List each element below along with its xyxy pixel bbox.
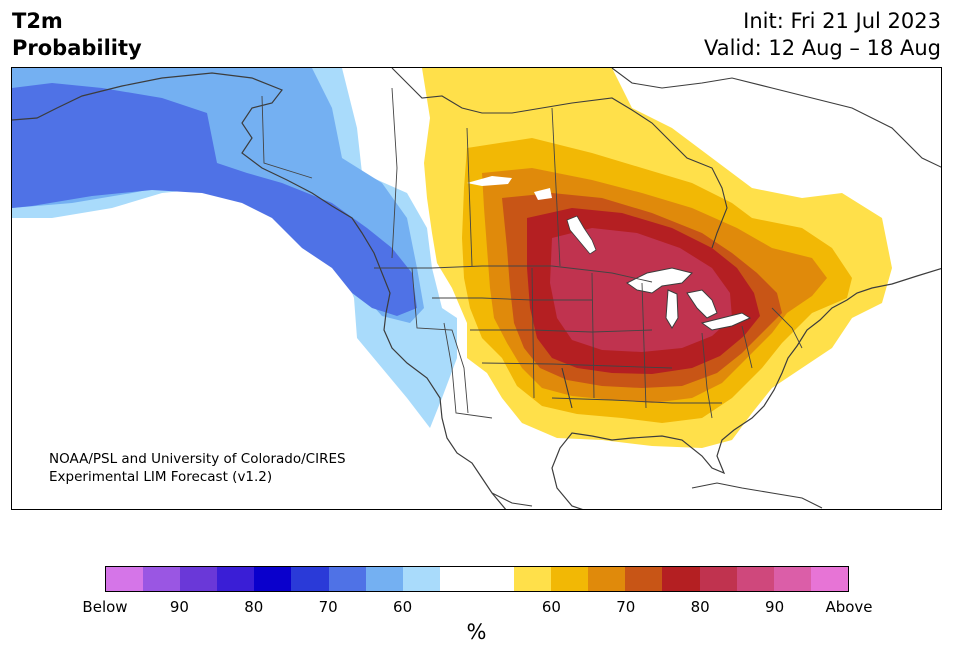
- colorbar-tick-label: 60: [393, 598, 413, 616]
- colorbar-segment: [514, 567, 552, 591]
- probability-colorbar: [105, 566, 849, 592]
- colorbar-segment: [625, 567, 663, 591]
- colorbar-tick-label: 80: [690, 598, 710, 616]
- colorbar-unit: %: [466, 620, 487, 644]
- colorbar-segment: [588, 567, 626, 591]
- colorbar-segment: [143, 567, 181, 591]
- colorbar-tick-label: Above: [825, 598, 873, 616]
- colorbar-segment: [810, 567, 848, 591]
- map-credit: NOAA/PSL and University of Colorado/CIRE…: [49, 450, 346, 486]
- colorbar-segment: [439, 567, 477, 591]
- coastline: [12, 72, 507, 509]
- credit-line-1: NOAA/PSL and University of Colorado/CIRE…: [49, 451, 346, 467]
- valid-range: Valid: 12 Aug – 18 Aug: [703, 36, 941, 60]
- colorbar-segment: [328, 567, 366, 591]
- title-line-1: T2m: [12, 9, 63, 33]
- init-date: Init: Fri 21 Jul 2023: [743, 9, 941, 33]
- probability-map: NOAA/PSL and University of Colorado/CIRE…: [11, 67, 942, 510]
- colorbar-tick-label: 70: [616, 598, 636, 616]
- colorbar-segment: [551, 567, 589, 591]
- colorbar-segment: [736, 567, 774, 591]
- colorbar-segment: [365, 567, 403, 591]
- coastline-north: [391, 68, 941, 249]
- lake-winnipeg: [566, 215, 597, 255]
- colorbar-tick-label: 60: [541, 598, 561, 616]
- credit-line-2: Experimental LIM Forecast (v1.2): [49, 469, 273, 485]
- hudson-bay-patch: [467, 176, 552, 200]
- below-80-band: [12, 83, 417, 316]
- map-title: T2m Probability: [12, 8, 142, 62]
- colorbar-segment: [699, 567, 737, 591]
- map-canvas: [12, 68, 941, 509]
- colorbar-segment: [254, 567, 292, 591]
- title-line-2: Probability: [12, 36, 142, 60]
- colorbar-tick-label: 90: [765, 598, 785, 616]
- forecast-dates: Init: Fri 21 Jul 2023 Valid: 12 Aug – 18…: [704, 8, 941, 62]
- colorbar-segment: [662, 567, 700, 591]
- colorbar-tick-label: 80: [244, 598, 264, 616]
- colorbar-tick-label: Below: [82, 598, 128, 616]
- colorbar-tick-labels: Below 90 80 70 60 60 70 80 90 Above: [0, 598, 953, 618]
- great-lakes: [626, 267, 752, 331]
- colorbar-segment: [180, 567, 218, 591]
- colorbar-segment: [106, 567, 144, 591]
- colorbar-segment: [217, 567, 255, 591]
- colorbar-segment: [773, 567, 811, 591]
- political-boundaries: [261, 87, 803, 419]
- colorbar-segment: [402, 567, 440, 591]
- colorbar-segment: [476, 567, 515, 591]
- colorbar-tick-label: 90: [169, 598, 189, 616]
- colorbar-segment: [291, 567, 329, 591]
- coastline-east: [551, 267, 941, 509]
- colorbar-tick-label: 70: [318, 598, 338, 616]
- mexico-coast: [491, 367, 823, 509]
